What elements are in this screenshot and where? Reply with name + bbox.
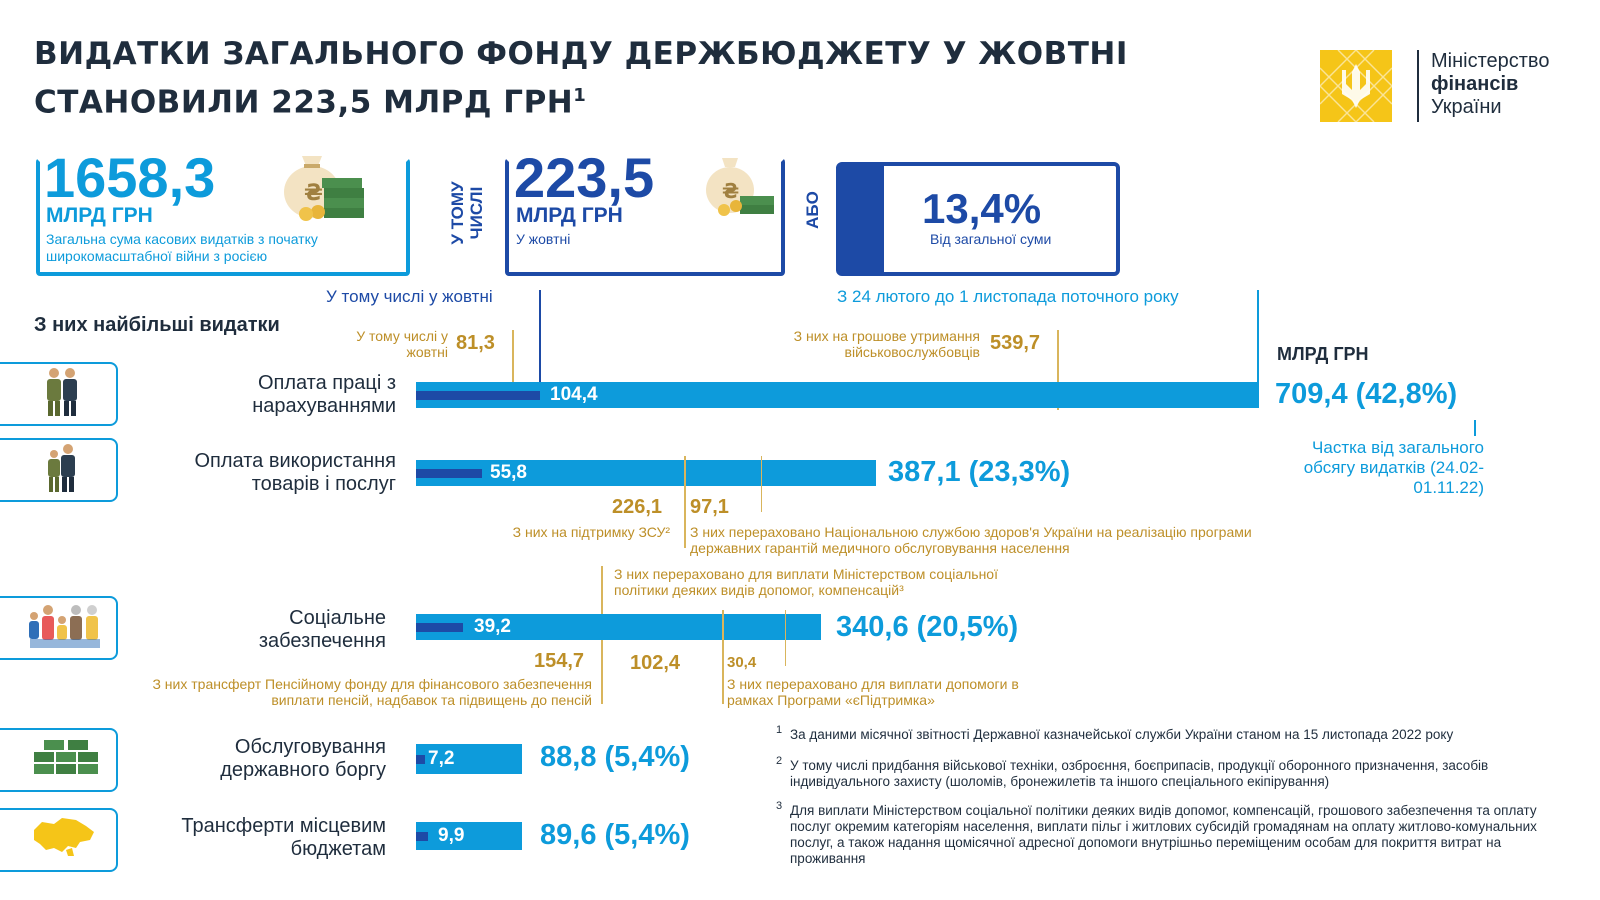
social-pension-note: З них трансферт Пенсійному фонду для фін… bbox=[152, 676, 592, 708]
footnote-1-num: 1 bbox=[776, 724, 783, 736]
category-label-wages: Оплата праці з нарахуваннями bbox=[252, 372, 396, 417]
money-bag-small-icon: ₴ bbox=[700, 140, 780, 225]
wages-mil-value: 539,7 bbox=[990, 332, 1041, 354]
value-total-social: 340,6 (20,5%) bbox=[836, 611, 1019, 643]
bar-total-debt bbox=[416, 744, 522, 774]
unit-label: МЛРД ГРН bbox=[1277, 344, 1369, 364]
value-total-goods: 387,1 (23,3%) bbox=[888, 456, 1071, 488]
legend-period-label: З 24 лютого до 1 листопада поточного рок… bbox=[837, 287, 1179, 306]
category-label-debt: Обслуговування державного боргу bbox=[220, 736, 386, 781]
social-minsoc-value: 102,4 bbox=[630, 652, 681, 674]
people-icon bbox=[42, 366, 82, 423]
bar-total-transfers bbox=[416, 822, 523, 850]
bar-total-social bbox=[416, 614, 821, 640]
social-minsoc-marker bbox=[784, 610, 787, 666]
wages-oct-marker bbox=[512, 330, 514, 400]
legend-period-line bbox=[1257, 290, 1259, 408]
logo-divider bbox=[1417, 50, 1419, 122]
wages-oct-value: 81,3 bbox=[456, 332, 495, 354]
value-total-wages: 709,4 (42,8%) bbox=[1275, 378, 1458, 410]
footnote-2-num: 2 bbox=[776, 755, 783, 767]
svg-text:₴: ₴ bbox=[304, 181, 323, 206]
total-spending-desc: Загальна сума касових видатків з початку… bbox=[46, 231, 318, 264]
legend-october-line bbox=[539, 290, 541, 396]
footnote-2: У тому числі придбання військової технік… bbox=[790, 758, 1489, 789]
ministry-name: Міністерство фінансів України bbox=[1431, 50, 1549, 119]
social-epidtrymka-value: 30,4 bbox=[727, 654, 757, 671]
share-note: Частка від загального обсягу видатків (2… bbox=[1303, 438, 1484, 497]
footnote-1: За даними місячної звітності Державної к… bbox=[790, 727, 1454, 742]
wages-mil-note: З них на грошове утримання військовослуж… bbox=[793, 328, 980, 360]
value-oct-debt: 7,2 bbox=[428, 748, 455, 769]
bar-oct-wages bbox=[416, 391, 541, 400]
title-line-1: ВИДАТКИ ЗАГАЛЬНОГО ФОНДУ ДЕРЖБЮДЖЕТУ У Ж… bbox=[34, 36, 1128, 72]
share-note-line bbox=[1474, 420, 1476, 436]
goods-nszu-value: 97,1 bbox=[690, 496, 729, 518]
value-total-debt: 88,8 (5,4%) bbox=[540, 741, 690, 773]
title-line-2-text: СТАНОВИЛИ 223,5 МЛРД ГРН bbox=[34, 84, 574, 121]
page-title: ВИДАТКИ ЗАГАЛЬНОГО ФОНДУ ДЕРЖБЮДЖЕТУ У Ж… bbox=[34, 34, 1154, 123]
trident-icon bbox=[1319, 49, 1393, 123]
bar-oct-social bbox=[416, 623, 463, 632]
bar-oct-debt bbox=[416, 755, 425, 764]
ministry-logo-emblem bbox=[1319, 49, 1393, 123]
goods-nszu-note: З них перераховано Національною службою … bbox=[690, 524, 1252, 556]
goods-zsu-note: З них на підтримку ЗСУ² bbox=[512, 524, 670, 540]
value-oct-wages: 104,4 bbox=[550, 384, 598, 405]
category-label-goods: Оплата використання товарів і послуг bbox=[194, 450, 396, 495]
connector-in-that-number: У ТОМУ ЧИСЛІ bbox=[448, 181, 486, 245]
category-label-transfers: Трансферти місцевим бюджетам bbox=[181, 815, 386, 860]
value-oct-transfers: 9,9 bbox=[438, 825, 465, 846]
money-bag-icon: ₴ bbox=[278, 134, 368, 229]
total-spending-value: 1658,3 bbox=[44, 146, 216, 209]
footnote-3: Для виплати Міністерством соціальної пол… bbox=[790, 803, 1537, 866]
october-spending-value: 223,5 bbox=[514, 146, 655, 209]
bar-total-goods bbox=[416, 460, 876, 486]
title-footnote-mark: 1 bbox=[573, 85, 587, 106]
ministry-name-line2: фінансів bbox=[1431, 73, 1519, 95]
social-epidtrymka-marker bbox=[722, 610, 724, 704]
ministry-name-line3: України bbox=[1431, 96, 1502, 118]
share-value: 13,4% bbox=[922, 185, 1042, 232]
value-oct-social: 39,2 bbox=[474, 616, 511, 637]
ukraine-map-icon bbox=[32, 816, 96, 863]
share-box-accent bbox=[840, 166, 884, 272]
category-label-social: Соціальне забезпечення bbox=[258, 607, 386, 652]
total-spending-unit: МЛРД ГРН bbox=[46, 204, 153, 227]
goods-zsu-marker bbox=[684, 456, 686, 548]
ministry-name-line1: Міністерство bbox=[1431, 50, 1550, 72]
wages-oct-note: У тому числі у жовтні bbox=[356, 328, 448, 360]
bar-oct-goods bbox=[416, 469, 483, 478]
social-epidtrymka-note: З них перераховано для виплати допомоги … bbox=[727, 676, 1019, 708]
svg-text:₴: ₴ bbox=[722, 179, 739, 203]
goods-zsu-value: 226,1 bbox=[612, 496, 663, 518]
wages-mil-marker bbox=[1057, 330, 1059, 410]
value-oct-goods: 55,8 bbox=[490, 462, 527, 483]
social-minsoc-note: З них перераховано для виплати Міністерс… bbox=[614, 566, 998, 598]
share-desc: Від загальної суми bbox=[930, 231, 1052, 247]
october-spending-desc: У жовтні bbox=[516, 231, 571, 247]
bar-total-wages bbox=[416, 382, 1259, 408]
october-spending-unit: МЛРД ГРН bbox=[516, 204, 623, 227]
connector-or: АБО bbox=[803, 191, 822, 229]
footnote-3-num: 3 bbox=[776, 800, 783, 812]
people-icon bbox=[42, 442, 82, 499]
legend-october-label: У тому числі у жовтні bbox=[326, 287, 493, 306]
title-line-2: СТАНОВИЛИ 223,5 МЛРД ГРН1 bbox=[34, 75, 1154, 123]
social-pension-value: 154,7 bbox=[534, 650, 585, 672]
family-icon bbox=[26, 602, 108, 655]
bar-oct-transfers bbox=[416, 832, 428, 841]
value-total-transfers: 89,6 (5,4%) bbox=[540, 819, 690, 851]
money-stack-icon bbox=[30, 740, 102, 781]
goods-nszu-marker bbox=[760, 456, 763, 512]
section-title: З них найбільші видатки bbox=[34, 314, 280, 336]
